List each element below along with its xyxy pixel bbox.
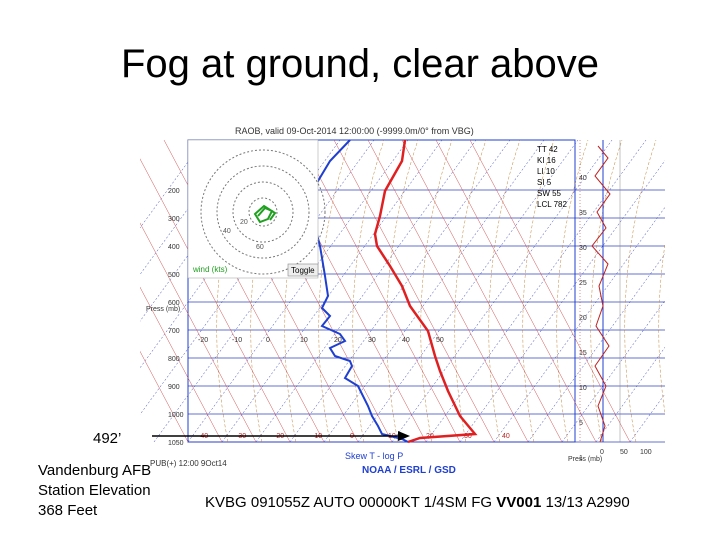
moist-adiabat-line: [658, 242, 665, 415]
upper-temp-tick-labels: -20 -10 0 10 20 30 40 50: [198, 337, 444, 344]
index-value: KI 16: [537, 156, 556, 165]
temperature-profile: [373, 139, 478, 444]
temp-tick: 40: [502, 433, 510, 440]
station-elevation-value: 368 Feet: [38, 502, 98, 519]
metar-report: KVBG 091055Z AUTO 00000KT 1/4SM FG VV001…: [205, 494, 630, 511]
hodograph-inset: 60 40 20 wind (kts) Toggle: [187, 139, 326, 279]
dry-adiabat-line: [401, 139, 563, 443]
toggle-button-label: Toggle: [291, 266, 315, 275]
upper-temp-tick: -10: [232, 337, 242, 344]
upper-temp-tick: 50: [436, 337, 444, 344]
height-tick: 10: [579, 385, 587, 392]
dewpoint-profile: [310, 139, 409, 443]
moist-adiabat-line: [454, 139, 487, 443]
moist-adiabat-line: [420, 139, 453, 443]
upper-temp-tick: 0: [266, 337, 270, 344]
wind-axis-tick: 100: [640, 449, 652, 456]
moist-adiabat-line: [522, 139, 555, 443]
upper-temp-tick: 10: [300, 337, 308, 344]
moist-adiabat-line: [556, 139, 589, 443]
station-elevation-label: Station Elevation: [38, 482, 151, 499]
pressure-tick-labels: 200 300 400 500 600 700 800 900 1000 1050: [168, 188, 184, 447]
height-tick: 25: [579, 280, 587, 287]
pressure-tick: 800: [168, 356, 180, 363]
upper-temp-tick: -20: [198, 337, 208, 344]
moist-adiabat-line: [318, 139, 351, 443]
temp-tick: 30: [464, 433, 472, 440]
slide-title: Fog at ground, clear above: [120, 42, 600, 86]
dry-adiabat-line: [435, 139, 597, 443]
height-tick: 5: [579, 420, 583, 427]
toggle-button[interactable]: [287, 263, 319, 277]
index-value: TT 42: [537, 145, 558, 154]
moist-adiabat-line: [352, 139, 385, 443]
index-value: LCL 782: [537, 200, 568, 209]
index-value: SW 55: [537, 189, 562, 198]
moist-adiabat-line: [386, 139, 419, 443]
metar-prefix: KVBG 091055Z AUTO 00000KT 1/4SM FG: [205, 494, 497, 511]
height-tick-labels: 40 35 30 25 20 15 10 5 1: [579, 175, 587, 462]
hodo-ring-label: 60: [256, 244, 264, 251]
pressure-tick: 700: [168, 328, 180, 335]
index-value: SI 5: [537, 178, 552, 187]
moist-adiabat-line: [590, 139, 623, 443]
wind-axis-label: Press (mb): [568, 456, 602, 463]
pressure-tick: 200: [168, 188, 180, 195]
hodograph-trace: [253, 204, 277, 224]
wind-axis-ticks: 0 50 100: [600, 449, 652, 456]
height-tick: 20: [579, 315, 587, 322]
height-tick: 1: [579, 455, 583, 462]
station-info: Vandenburg AFB Station Elevation 368 Fee…: [38, 461, 151, 521]
pressure-tick: 500: [168, 272, 180, 279]
moist-adiabat-line: [488, 139, 521, 443]
height-tick: 35: [579, 210, 587, 217]
upper-temp-tick: 20: [334, 337, 342, 344]
height-tick: 15: [579, 350, 587, 357]
dry-adiabat-line: [140, 350, 189, 443]
pressure-tick: 1050: [168, 440, 184, 447]
stability-indices: TT 42 KI 16 LI 10 SI 5 SW 55 LCL 782: [537, 145, 568, 209]
level-marker-label: 492’: [93, 430, 122, 447]
wind-axis-tick: 0: [600, 449, 604, 456]
pressure-tick: 1000: [168, 412, 184, 419]
pressure-tick: 900: [168, 384, 180, 391]
dry-adiabat-line: [367, 139, 529, 443]
hodo-ring-label: 20: [240, 219, 248, 226]
station-name: Vandenburg AFB: [38, 462, 152, 479]
upper-temp-tick: 40: [402, 337, 410, 344]
chart-footer: PUB(+) 12:00 9Oct14: [150, 459, 227, 468]
chart-credit: NOAA / ESRL / GSD: [362, 465, 456, 476]
skewt-axis-label: Skew T - log P: [345, 451, 403, 461]
upper-temp-tick: 30: [368, 337, 376, 344]
chart-header: RAOB, valid 09-Oct-2014 12:00:00 (-9999.…: [235, 126, 474, 136]
pressure-tick: 600: [168, 300, 180, 307]
height-tick: 30: [579, 245, 587, 252]
wind-axis-tick: 50: [620, 449, 628, 456]
pressure-axis-label: Press (mb): [146, 306, 180, 313]
hodograph-label: wind (kts): [192, 265, 228, 274]
wind-barb-column: [579, 140, 621, 443]
pressure-tick: 300: [168, 216, 180, 223]
metar-vertical-visibility: VV001: [496, 494, 542, 511]
dry-adiabat-line: [140, 286, 223, 443]
dry-adiabat-line: [140, 222, 257, 443]
moist-adiabat-line: [624, 139, 657, 443]
dry-adiabat-line: [299, 139, 461, 443]
metar-suffix: 13/13 A2990: [541, 494, 630, 511]
dry-adiabat-line: [140, 158, 291, 443]
level-arrow: [152, 431, 410, 441]
dry-adiabat-line: [333, 139, 495, 443]
hodo-ring-label: 40: [223, 228, 231, 235]
pressure-tick: 400: [168, 244, 180, 251]
height-tick: 40: [579, 175, 587, 182]
index-value: LI 10: [537, 167, 555, 176]
skew-t-sounding: RAOB, valid 09-Oct-2014 12:00:00 (-9999.…: [140, 116, 665, 476]
